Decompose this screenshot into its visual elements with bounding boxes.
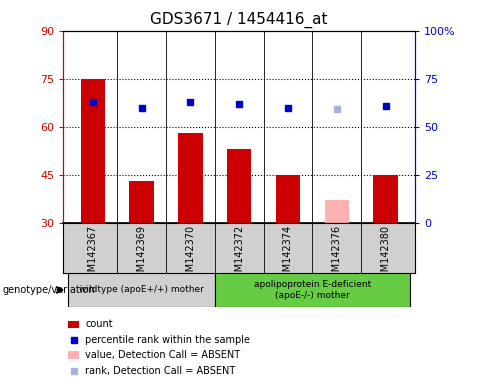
Text: genotype/variation: genotype/variation [2,285,95,295]
Text: apolipoprotein E-deficient
(apoE-/-) mother: apolipoprotein E-deficient (apoE-/-) mot… [254,280,371,300]
Bar [215,273,410,307]
Bar [129,181,154,223]
Bar [373,175,398,223]
Bar [68,273,215,307]
Bar [325,200,349,223]
Bar [81,79,105,223]
Bar [276,175,300,223]
Title: GDS3671 / 1454416_at: GDS3671 / 1454416_at [150,12,328,28]
Text: rank, Detection Call = ABSENT: rank, Detection Call = ABSENT [85,366,236,376]
Text: wildtype (apoE+/+) mother: wildtype (apoE+/+) mother [79,285,204,295]
Bar [178,133,203,223]
Text: GSM142374: GSM142374 [283,225,293,284]
Text: GSM142372: GSM142372 [234,225,244,284]
Text: value, Detection Call = ABSENT: value, Detection Call = ABSENT [85,350,241,360]
Text: GSM142367: GSM142367 [88,225,98,284]
Text: count: count [85,319,113,329]
Text: percentile rank within the sample: percentile rank within the sample [85,335,250,345]
Bar [215,223,415,273]
Bar [227,149,251,223]
Text: GSM142370: GSM142370 [185,225,195,284]
Text: GSM142380: GSM142380 [381,225,390,284]
Text: GSM142369: GSM142369 [137,225,146,284]
Text: GSM142376: GSM142376 [332,225,342,284]
